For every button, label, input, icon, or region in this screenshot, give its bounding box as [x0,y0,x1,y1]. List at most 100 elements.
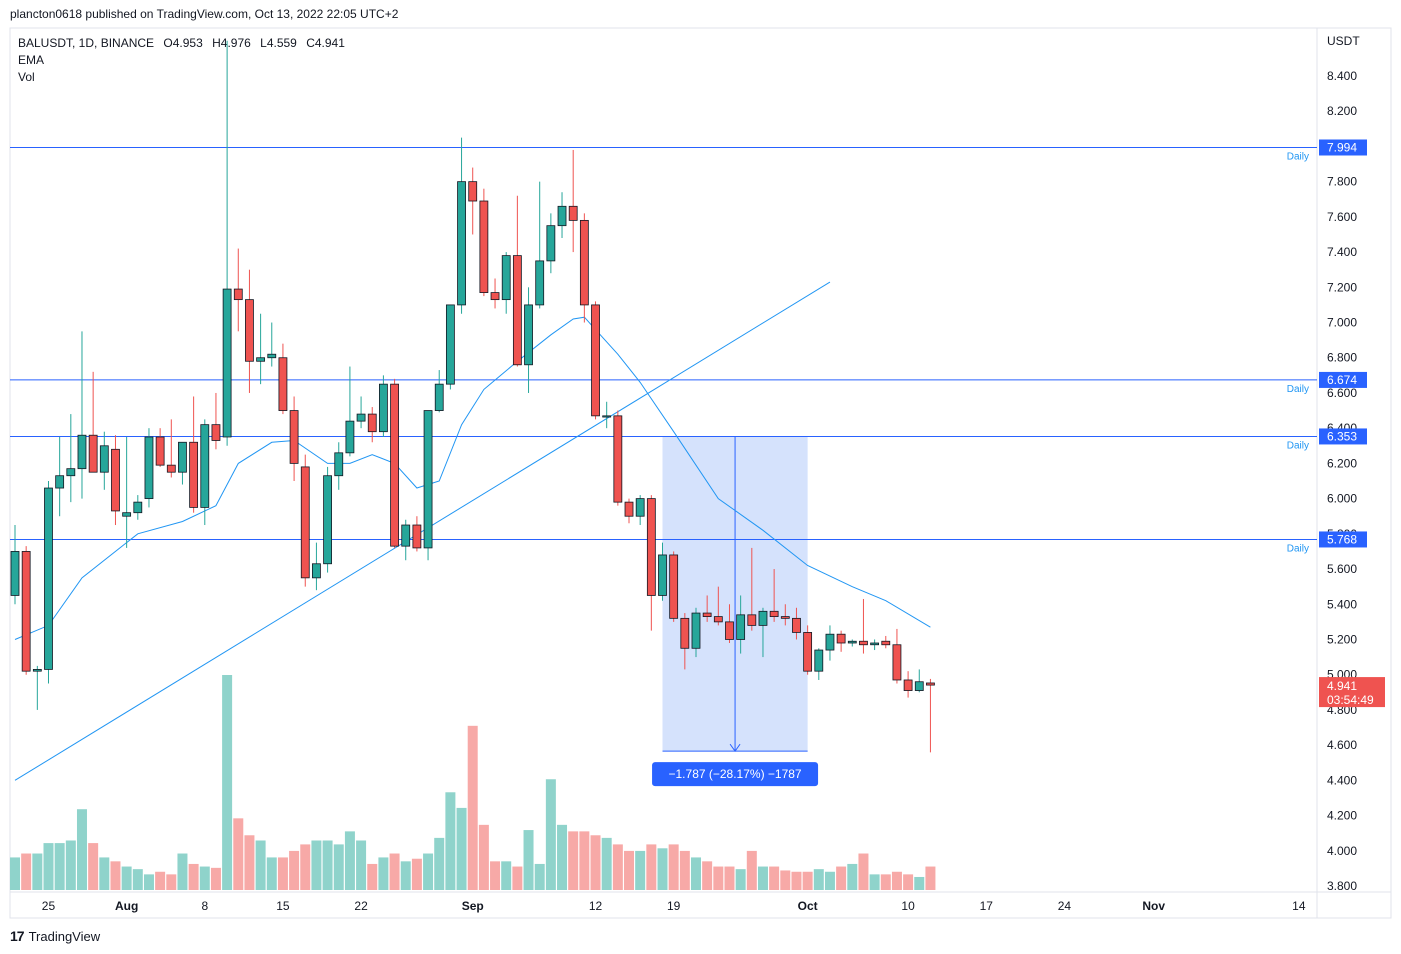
volume-bar [266,857,277,890]
level-price-label: 5.768 [1327,532,1357,546]
symbol-info[interactable]: BALUSDT, 1D, BINANCE [18,36,155,50]
volume-bar [746,850,757,890]
tradingview-logo-icon: 17 [10,928,25,944]
candle-body [278,357,288,411]
candle-body [725,621,734,640]
candle-body [32,669,42,672]
candle [468,167,478,235]
candle-body [758,610,768,626]
candle [356,396,366,429]
volume-bar [155,871,166,890]
volume-bar [277,857,288,890]
candle-body [780,616,790,619]
volume-bar [333,844,344,890]
candle [401,519,411,561]
price-tick-label: 7.800 [1327,175,1357,189]
volume-bar [724,866,735,890]
candle [780,604,790,626]
volume-bar [21,853,32,890]
time-tick-label: 17 [980,899,994,913]
volume-bar [199,866,210,890]
volume-bar [32,853,43,890]
candle-body [222,288,232,438]
candle-body [312,563,321,579]
candle-body [568,205,578,221]
volume-bar [713,866,724,890]
level-price-badge [1319,371,1367,388]
volume-bar [914,876,925,890]
time-tick-label: 14 [1292,899,1306,913]
indicator-ema[interactable]: EMA [18,53,45,67]
candle-body [10,551,20,596]
price-tick-label: 4.200 [1327,809,1357,823]
volume-bar [411,858,422,890]
candle-body [88,434,98,473]
volume-bar [568,831,579,890]
brand-name: TradingView [28,928,101,944]
candle-body [847,640,857,644]
volume-bar [802,871,813,890]
candle [903,671,913,698]
indicator-vol[interactable]: Vol [18,70,35,84]
volume-bar [76,809,87,890]
candle-body [133,501,143,514]
ohlc-low: L4.559 [260,36,297,50]
candle-body [658,554,667,596]
tradingview-footer: 17 TradingView [10,928,100,944]
candle-body [267,353,277,359]
candle-body [77,434,87,470]
candle-body [144,436,154,500]
volume-bar [121,866,132,890]
candle [133,495,143,520]
measure-arrow-head [729,743,741,752]
candle-body [479,200,489,293]
candle [434,370,444,413]
candle [926,678,935,753]
chart-frame [9,27,1392,919]
candle [345,366,355,457]
candle-body [155,436,165,466]
time-tick-label: Oct [798,899,818,913]
candle [334,442,344,490]
price-tick-label: 6.200 [1327,456,1357,470]
volume-bar [624,850,635,890]
price-tick-label: 7.200 [1327,280,1357,294]
time-tick-label: Nov [1142,899,1165,913]
candle [825,625,835,661]
volume-bar [501,861,512,890]
level-price-label: 7.994 [1327,140,1357,154]
candle [222,40,232,446]
candle-body [602,415,612,418]
candle-body [646,498,656,596]
candle-body [591,304,600,417]
price-tick-label: 7.400 [1327,245,1357,259]
candle-body [21,551,31,672]
candle-body [881,640,891,646]
volume-bar [255,840,266,890]
candle [568,149,578,253]
candle [77,331,87,499]
price-tick-label: 4.400 [1327,773,1357,787]
candle-body [99,445,109,473]
candle [445,304,455,390]
volume-bar [367,863,378,890]
candle-body [468,181,478,202]
candle-body [501,255,511,301]
candle [55,436,65,517]
volume-bar [166,874,177,890]
volume-bar [210,867,221,890]
last-price-badge [1319,677,1385,708]
price-tick-label: 6.600 [1327,386,1357,400]
ema-line [14,316,931,640]
volume-bar [344,831,355,890]
candle-body [926,682,935,686]
level-price-badge [1319,428,1367,445]
plot-area: Daily Daily Daily Daily [10,40,1317,890]
trend-line [14,281,831,781]
candle [546,213,556,274]
volume-bar [289,850,300,890]
volume-bar [668,844,679,890]
volume-bar [590,835,601,890]
candle-body [713,616,723,623]
